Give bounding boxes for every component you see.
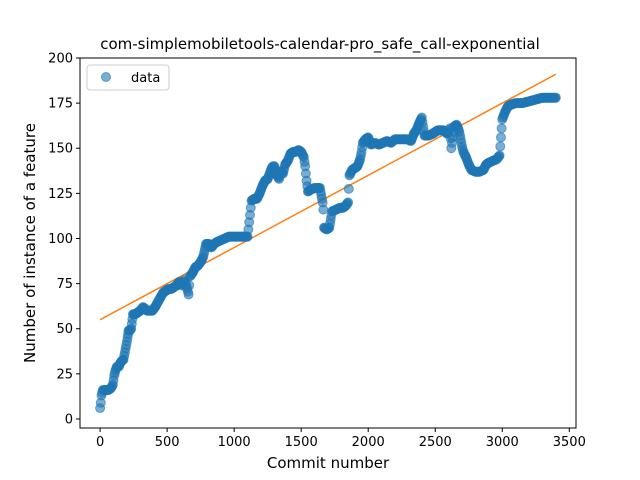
x-tick-label: 500 xyxy=(155,435,180,450)
plot-area xyxy=(80,58,576,428)
legend-box xyxy=(86,64,170,91)
x-axis-title: Commit number xyxy=(267,454,390,472)
x-tick-label: 3000 xyxy=(486,435,519,450)
y-tick-label: 0 xyxy=(65,412,73,427)
legend: data xyxy=(86,64,170,91)
plot-frame xyxy=(79,57,577,429)
y-tick-label: 125 xyxy=(48,187,73,202)
y-axis-title: Number of instance of a feature xyxy=(21,123,39,363)
x-tick-label: 2500 xyxy=(419,435,452,450)
data-point-dense xyxy=(184,280,195,291)
legend-marker-data xyxy=(101,72,111,82)
data-point-dense xyxy=(343,183,354,194)
x-tick-label: 0 xyxy=(96,435,104,450)
y-tick-label: 25 xyxy=(56,367,73,382)
data-point xyxy=(494,150,505,161)
data-point xyxy=(318,204,329,215)
x-tick-label: 1000 xyxy=(218,435,251,450)
y-axis: 0 25 50 75 100 125 150 175 200 xyxy=(48,52,80,427)
data-point-dense xyxy=(495,132,506,143)
x-axis: 0 500 1000 1500 2000 2500 3000 3500 xyxy=(96,428,586,450)
x-tick-label: 3500 xyxy=(553,435,586,450)
data-point xyxy=(343,197,354,208)
data-point xyxy=(183,289,194,300)
y-tick-label: 50 xyxy=(56,322,73,337)
legend-label-data: data xyxy=(131,71,160,86)
data-points-layer xyxy=(95,92,561,414)
y-tick-label: 175 xyxy=(48,97,73,112)
y-tick-label: 150 xyxy=(48,142,73,157)
x-tick-label: 1500 xyxy=(285,435,318,450)
chart-title: com-simplemobiletools-calendar-pro_safe_… xyxy=(100,35,540,54)
y-tick-label: 100 xyxy=(48,232,73,247)
data-point-dense xyxy=(495,141,506,152)
y-tick-label: 200 xyxy=(48,52,73,67)
data-point-dense xyxy=(496,123,507,134)
x-tick-label: 2000 xyxy=(352,435,385,450)
y-tick-label: 75 xyxy=(56,277,73,292)
data-point xyxy=(550,92,561,103)
